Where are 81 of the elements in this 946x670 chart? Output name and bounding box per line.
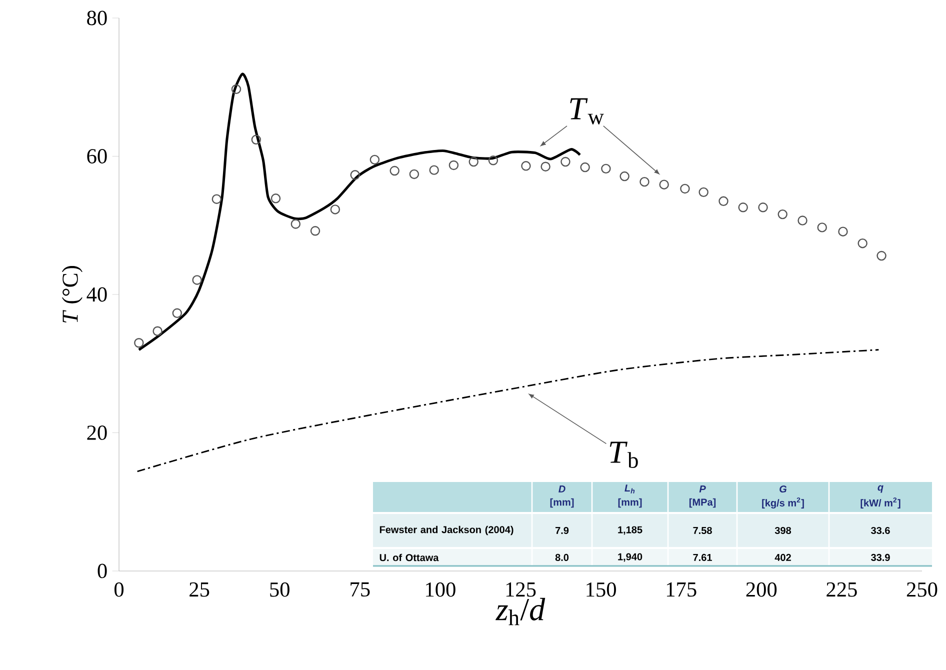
point xyxy=(488,156,498,166)
x-tick-label: 250 xyxy=(906,582,938,597)
point xyxy=(350,170,360,180)
annotation: [MPa] xyxy=(689,498,716,508)
annotation: 33.9 xyxy=(871,554,890,562)
point xyxy=(817,222,827,232)
annotation: [kW/ m$^{2}$] xyxy=(860,497,900,508)
line-series xyxy=(136,349,880,472)
annotation: 398 xyxy=(774,526,792,534)
annotation: 8.0 xyxy=(555,554,569,562)
annotation: Fewster and Jackson (2004) xyxy=(380,526,514,536)
point xyxy=(659,180,669,190)
point xyxy=(172,308,182,318)
point xyxy=(134,338,144,348)
annotation: P xyxy=(699,486,706,492)
annotation: [mm] xyxy=(550,498,574,508)
annotation: 7.9 xyxy=(555,526,569,534)
annotation: 1,940 xyxy=(618,553,642,562)
x-tick-label: 0 xyxy=(114,582,124,597)
point xyxy=(448,160,459,170)
annotation: U. of Ottawa xyxy=(380,554,439,562)
point xyxy=(620,171,630,182)
annotation: G xyxy=(780,485,787,493)
point xyxy=(468,156,478,167)
point xyxy=(798,216,808,226)
x-tick-label: 175 xyxy=(666,582,696,597)
point xyxy=(640,176,650,187)
point xyxy=(251,134,262,145)
point xyxy=(778,209,788,220)
point xyxy=(429,165,439,175)
annotation: 7.58 xyxy=(693,526,712,534)
point xyxy=(580,162,590,172)
point xyxy=(680,184,690,194)
annotation: L$_{h}$ xyxy=(624,484,635,494)
point xyxy=(718,196,728,206)
point xyxy=(370,154,380,165)
point xyxy=(838,226,848,236)
point xyxy=(601,164,611,174)
y-tick-label: 0 xyxy=(98,564,107,578)
annotation: T$_{w}$ xyxy=(570,98,604,124)
x-tick-label: 100 xyxy=(426,582,456,597)
x-tick-label: 125 xyxy=(506,582,536,597)
annotation: 7.61 xyxy=(693,554,712,562)
x-tick-label: 75 xyxy=(350,582,370,597)
point xyxy=(330,204,340,214)
point xyxy=(212,194,222,204)
point xyxy=(409,169,420,180)
x-tick-label: 200 xyxy=(746,582,777,597)
y-tick-label: 60 xyxy=(87,149,107,164)
point xyxy=(738,202,748,212)
x-tick-label: 25 xyxy=(190,582,210,597)
point xyxy=(540,162,550,172)
annotation: q xyxy=(878,485,884,493)
x-axis-title: z$_{h}$/d xyxy=(496,598,546,626)
annotation: [mm] xyxy=(618,498,642,508)
annotation: T$_{b}$ xyxy=(610,442,638,468)
annotation: 1,185 xyxy=(618,526,642,535)
point xyxy=(758,202,768,212)
y-tick-label: 20 xyxy=(87,426,107,440)
point xyxy=(310,226,320,236)
point xyxy=(290,219,301,229)
point xyxy=(521,161,531,171)
y-axis-title: T (°C) xyxy=(62,266,82,322)
annotation: D xyxy=(558,486,566,492)
x-tick-label: 50 xyxy=(270,582,290,597)
annotation: 402 xyxy=(774,554,791,562)
x-tick-label: 225 xyxy=(826,582,857,597)
point xyxy=(876,250,886,261)
annotation: [kg/s m$^{2}$] xyxy=(762,497,804,508)
point xyxy=(231,84,242,94)
y-tick-label: 80 xyxy=(87,10,107,26)
point xyxy=(560,156,570,167)
point xyxy=(390,166,400,176)
annotation: 33.6 xyxy=(871,526,890,534)
x-tick-label: 150 xyxy=(586,582,616,597)
point xyxy=(698,187,708,198)
point xyxy=(152,326,162,336)
point xyxy=(270,194,281,204)
point xyxy=(192,275,202,285)
point xyxy=(858,238,868,248)
y-tick-label: 40 xyxy=(86,287,107,302)
